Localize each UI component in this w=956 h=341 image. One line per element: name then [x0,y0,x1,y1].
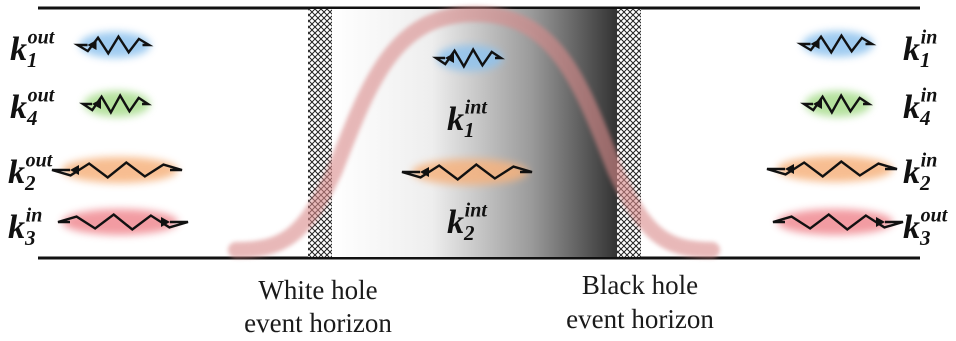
label-base: k [903,154,920,191]
label-superscript: int [465,97,489,119]
black-hole-caption-line1: Black hole [582,270,698,300]
label-superscript: in [26,205,43,227]
label-base: k [8,154,25,191]
label-right-k2-in: k2 [903,154,931,195]
wave-right-k2-in [766,156,898,182]
label-superscript: out [921,205,949,227]
label-superscript: in [921,27,938,49]
label-subscript: 2 [24,171,36,195]
wave-left-k4-out-arrowhead [92,99,101,109]
wave-left-k3-in [57,209,189,235]
label-superscript: in [921,150,938,172]
wave-left-k2-out-arrowhead [70,165,79,175]
wave-left-k2-out-line [51,160,183,180]
label-subscript: 1 [464,118,475,142]
wave-left-k1-out-arrowhead [87,40,97,50]
label-base: k [903,89,920,126]
label-subscript: 2 [463,221,475,245]
label-center-k1-int: k1 [447,101,475,142]
black-hole-caption-line2: event horizon [566,304,714,334]
label-base: k [10,89,27,126]
wave-right-k3-out-line [772,212,904,232]
label-superscript: in [921,85,938,107]
label-right-k1-in: k1 [903,31,931,72]
label-subscript: 3 [24,226,36,250]
label-base: k [8,209,25,246]
label-right-k3-out: k3 [903,209,931,250]
label-base: k [903,31,920,68]
label-subscript: 3 [919,226,931,250]
wave-right-k4-in [799,91,874,117]
wave-right-k1-in [796,31,877,57]
profile-curve [228,5,720,258]
label-base: k [10,31,27,68]
wave-right-k4-in-line [799,93,874,115]
label-right-k4-in: k4 [903,89,931,130]
label-superscript: out [28,85,56,107]
label-center-k2-int: k2 [447,204,475,245]
label-subscript: 4 [26,106,38,130]
wave-right-k2-in-line [766,159,898,179]
wave-right-k2-in-arrowhead [785,164,794,174]
wave-right-k4-in-arrowhead [813,99,822,109]
wave-right-k3-out [772,209,904,235]
label-left-k2-out: k2 [8,154,36,195]
wave-center-k2-int-line [401,162,533,182]
label-base: k [447,204,464,241]
wave-center-k1-int-line [431,47,506,69]
wave-arrows [51,31,904,235]
label-subscript: 2 [919,171,931,195]
wave-left-k2-out [51,157,183,183]
label-base: k [903,209,920,246]
wave-center-k2-int-arrowhead [420,167,429,177]
label-left-k1-out: k1 [10,31,38,72]
wave-right-k1-in-line [796,33,877,55]
wave-center-k1-int-arrowhead [445,53,454,63]
wave-left-k4-out-line [78,93,153,115]
wave-center-k1-int [431,45,506,71]
label-superscript: int [465,200,489,222]
wave-left-k3-in-line [57,212,189,232]
label-left-k3-in: k3 [8,209,36,250]
label-subscript: 1 [27,48,38,72]
wave-left-k1-out [73,32,154,58]
label-subscript: 4 [919,106,931,130]
white-hole-caption-line2: event horizon [244,308,392,338]
white-hole-caption-line1: White hole [258,275,377,305]
label-superscript: out [26,150,54,172]
wave-center-k2-int [401,159,533,185]
wave-right-k3-out-arrowhead [876,217,885,227]
wave-right-k1-in-arrowhead [810,39,820,49]
label-superscript: out [28,27,56,49]
label-base: k [447,101,464,138]
wave-left-k1-out-line [73,34,154,56]
label-subscript: 1 [920,48,931,72]
wave-left-k3-in-arrowhead [161,217,170,227]
momentum-labels: k1outk4outk2outk3ink1intk2intk1ink4ink2i… [8,27,949,250]
label-left-k4-out: k4 [10,89,38,130]
wave-left-k4-out [78,91,153,117]
